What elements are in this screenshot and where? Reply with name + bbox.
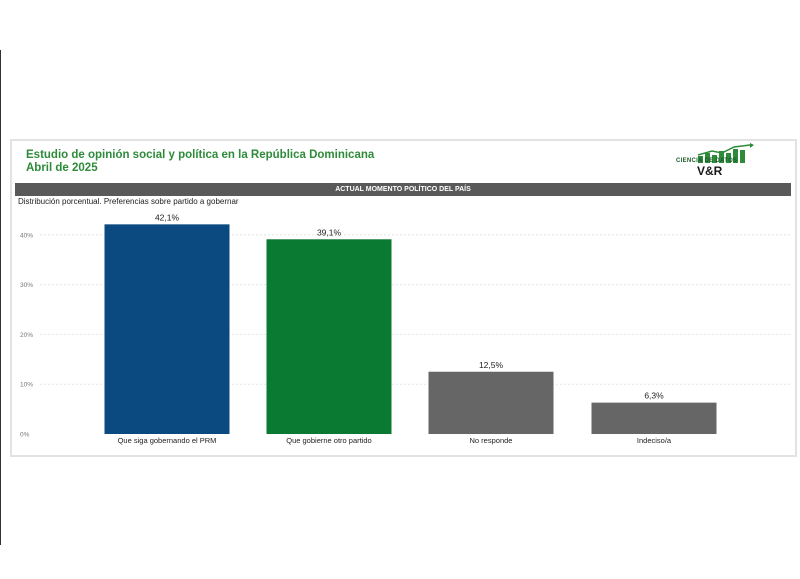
section-banner: ACTUAL MOMENTO POLÍTICO DEL PAÍS	[15, 183, 791, 196]
x-category-label: No responde	[470, 436, 513, 445]
data-label: 42,1%	[155, 212, 180, 222]
page-edge-line	[0, 50, 1, 545]
bar	[104, 224, 230, 434]
data-label: 12,5%	[479, 360, 504, 370]
y-tick-label: 0%	[20, 432, 30, 439]
bar	[591, 402, 717, 434]
bar	[428, 371, 554, 434]
logo-text-brand: V&R	[697, 164, 723, 178]
logo-text-top: CIENCIA DE DATOS	[676, 158, 738, 164]
y-tick-label: 40%	[20, 232, 33, 239]
y-tick-label: 30%	[20, 282, 33, 289]
y-tick-label: 20%	[20, 332, 33, 339]
title-line-2: Abril de 2025	[26, 162, 98, 174]
title-line-1: Estudio de opinión social y política en …	[26, 149, 375, 161]
y-tick-label: 10%	[20, 382, 33, 389]
x-category-label: Que gobierne otro partido	[286, 436, 371, 445]
x-category-label: Indeciso/a	[637, 436, 672, 445]
x-category-label: Que siga gobernando el PRM	[118, 436, 217, 445]
bar	[266, 239, 392, 434]
report-title: Estudio de opinión social y política en …	[26, 149, 374, 175]
data-label: 39,1%	[317, 227, 342, 237]
bar-chart-logo-icon	[697, 143, 754, 163]
data-label: 6,3%	[644, 391, 664, 401]
chart-subtitle: Distribución porcentual. Preferencias so…	[18, 197, 239, 206]
